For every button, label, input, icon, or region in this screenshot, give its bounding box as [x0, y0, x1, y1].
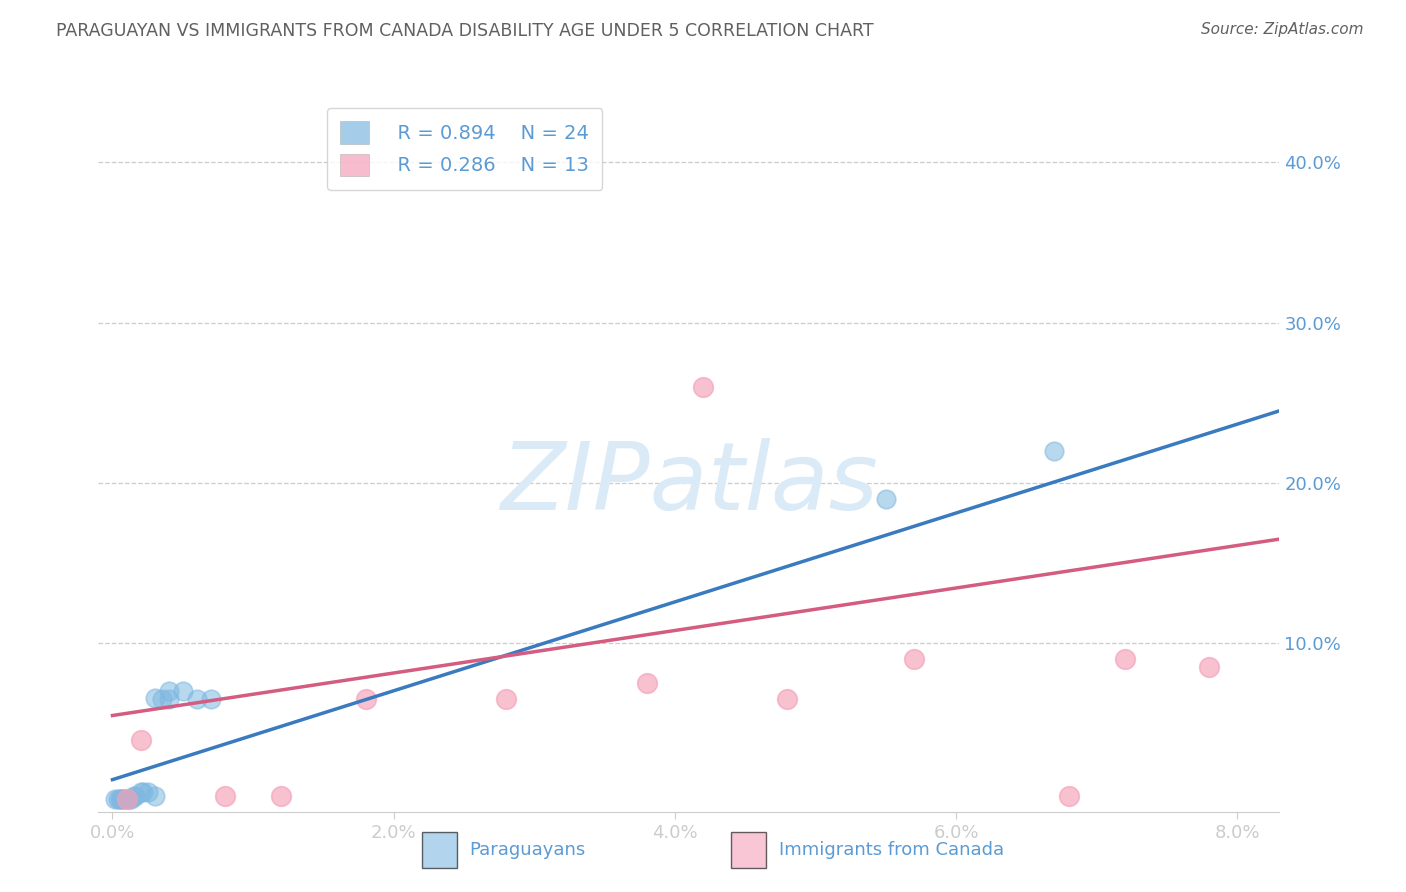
Point — [136, 785, 159, 799]
FancyBboxPatch shape — [422, 831, 457, 868]
Point — [143, 789, 166, 803]
Point — [143, 690, 166, 705]
Point — [115, 792, 138, 806]
Text: PARAGUAYAN VS IMMIGRANTS FROM CANADA DISABILITY AGE UNDER 5 CORRELATION CHART: PARAGUAYAN VS IMMIGRANTS FROM CANADA DIS… — [56, 22, 875, 40]
Point — [157, 692, 180, 706]
Point — [903, 652, 925, 666]
Text: ZIPatlas: ZIPatlas — [501, 438, 877, 529]
Point — [112, 792, 135, 806]
Point — [107, 792, 129, 806]
Point — [270, 789, 292, 803]
Point — [150, 692, 173, 706]
Point — [1043, 444, 1066, 458]
Legend:   R = 0.894    N = 24,   R = 0.286    N = 13: R = 0.894 N = 24, R = 0.286 N = 13 — [326, 108, 602, 190]
Point — [129, 732, 152, 747]
Point — [132, 785, 155, 799]
Text: Immigrants from Canada: Immigrants from Canada — [779, 841, 1004, 859]
Point — [1114, 652, 1136, 666]
Point — [354, 692, 377, 706]
Point — [122, 789, 145, 803]
Point — [104, 792, 127, 806]
Point — [186, 692, 208, 706]
Point — [875, 491, 897, 506]
Point — [495, 692, 517, 706]
Point — [1198, 660, 1220, 674]
Point — [157, 684, 180, 698]
Point — [129, 785, 152, 799]
Point — [120, 792, 142, 806]
Point — [776, 692, 799, 706]
Point — [636, 676, 658, 690]
Point — [108, 792, 131, 806]
Point — [214, 789, 236, 803]
Point — [200, 692, 222, 706]
Point — [1057, 789, 1080, 803]
Text: Paraguayans: Paraguayans — [470, 841, 586, 859]
Point — [110, 792, 132, 806]
Point — [111, 792, 134, 806]
Point — [124, 789, 146, 803]
Point — [172, 684, 194, 698]
Point — [115, 792, 138, 806]
Point — [692, 380, 714, 394]
Text: Source: ZipAtlas.com: Source: ZipAtlas.com — [1201, 22, 1364, 37]
FancyBboxPatch shape — [731, 831, 766, 868]
Point — [118, 792, 141, 806]
